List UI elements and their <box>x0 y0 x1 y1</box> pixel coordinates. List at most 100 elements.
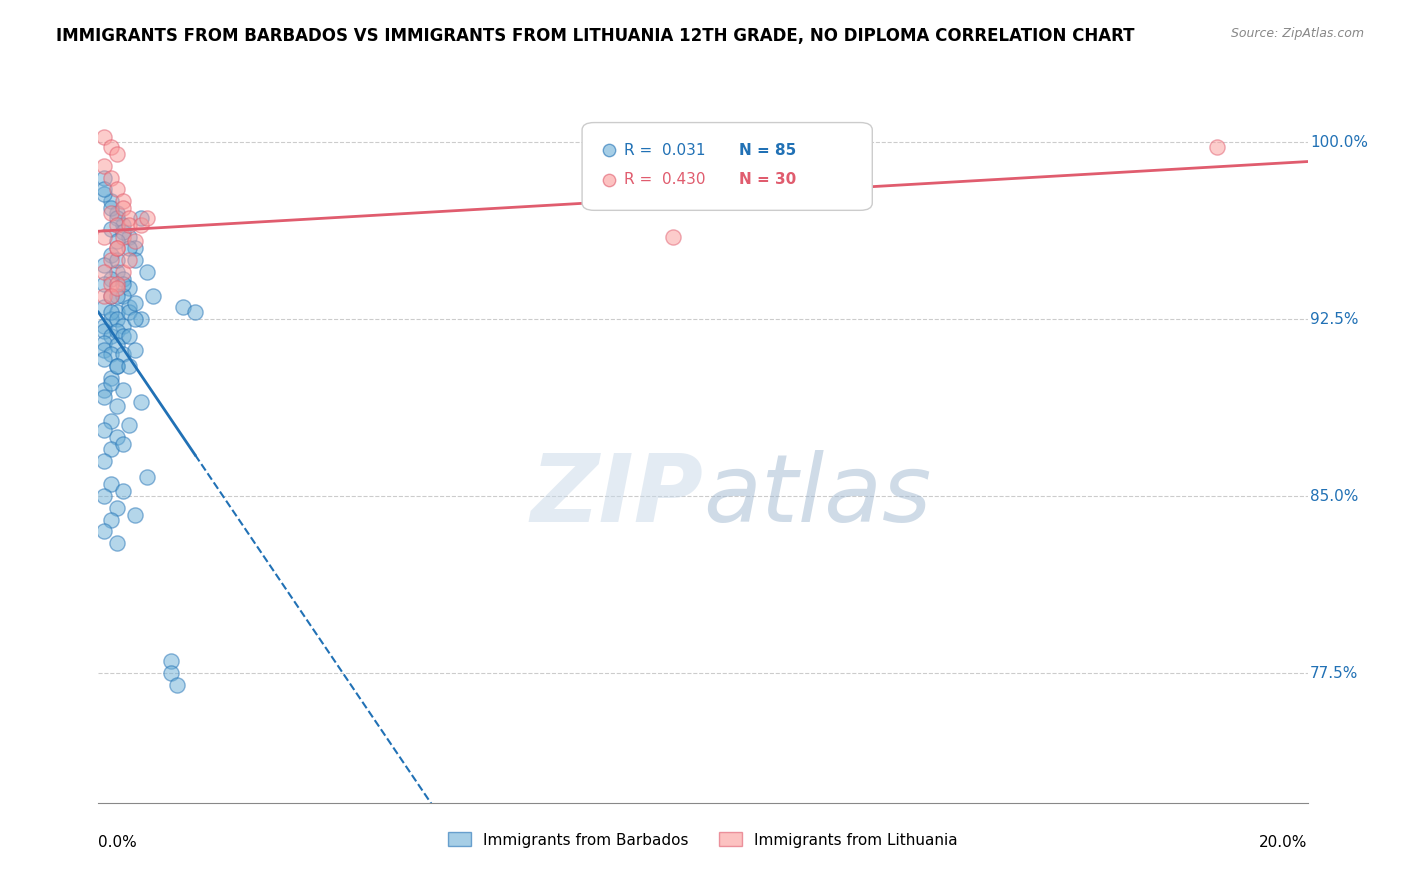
Point <box>105 147 128 161</box>
Point <box>111 272 134 286</box>
Point <box>93 352 115 367</box>
Point <box>100 253 122 268</box>
Point <box>105 281 128 295</box>
Point <box>111 277 134 291</box>
Point <box>100 288 122 302</box>
Point <box>100 222 122 236</box>
Point <box>118 229 141 244</box>
Point <box>100 277 122 291</box>
Point <box>111 347 134 361</box>
Point <box>105 312 128 326</box>
Text: 20.0%: 20.0% <box>1260 835 1308 850</box>
Text: N = 85: N = 85 <box>740 143 797 158</box>
Point <box>129 218 152 232</box>
Text: 92.5%: 92.5% <box>1310 311 1358 326</box>
Point <box>118 418 141 433</box>
Point <box>93 423 115 437</box>
Point <box>111 288 134 302</box>
Point <box>93 343 115 357</box>
Text: 0.0%: 0.0% <box>98 835 138 850</box>
Point <box>100 288 122 302</box>
Point <box>100 477 122 491</box>
Point <box>93 324 115 338</box>
Point <box>124 241 146 255</box>
Point <box>160 666 183 681</box>
Point <box>105 536 128 550</box>
Point <box>100 248 122 262</box>
Point <box>184 305 207 319</box>
Point <box>118 359 141 374</box>
Point <box>124 312 146 326</box>
Point <box>118 328 141 343</box>
Point <box>93 159 115 173</box>
Point <box>111 383 134 397</box>
Point <box>105 305 128 319</box>
Point <box>93 170 115 185</box>
Point <box>105 430 128 444</box>
Text: Source: ZipAtlas.com: Source: ZipAtlas.com <box>1230 27 1364 40</box>
Point <box>93 288 115 302</box>
Point <box>100 305 122 319</box>
Point <box>172 301 194 315</box>
Point <box>100 140 122 154</box>
Point <box>129 312 152 326</box>
Point <box>135 265 157 279</box>
Point <box>105 265 128 279</box>
Point <box>105 359 128 374</box>
Point <box>100 376 122 390</box>
Point <box>105 288 128 302</box>
Point <box>100 201 122 215</box>
Point <box>118 241 141 255</box>
Point <box>111 484 134 499</box>
Point <box>105 206 128 220</box>
Point <box>111 328 134 343</box>
Point <box>93 335 115 350</box>
Point <box>111 265 134 279</box>
Text: R =  0.031: R = 0.031 <box>624 143 706 158</box>
Point <box>118 211 141 225</box>
Point <box>93 489 115 503</box>
Point <box>105 400 128 414</box>
Point <box>93 301 115 315</box>
Point <box>135 470 157 484</box>
Point <box>93 130 115 145</box>
Text: 85.0%: 85.0% <box>1310 489 1358 504</box>
Point <box>100 442 122 456</box>
Text: 100.0%: 100.0% <box>1310 135 1368 150</box>
Point <box>160 654 183 668</box>
Point <box>105 338 128 352</box>
Point <box>93 277 115 291</box>
Point <box>105 500 128 515</box>
Text: 77.5%: 77.5% <box>1310 665 1358 681</box>
Point <box>100 272 122 286</box>
FancyBboxPatch shape <box>582 122 872 211</box>
Point <box>142 288 165 302</box>
Point <box>124 295 146 310</box>
Point <box>93 453 115 467</box>
Point <box>105 218 128 232</box>
Point <box>129 211 152 225</box>
Text: R =  0.430: R = 0.430 <box>624 172 706 187</box>
Point <box>166 678 188 692</box>
Point <box>105 234 128 248</box>
Point <box>100 206 122 220</box>
Point <box>118 281 141 295</box>
Point <box>105 211 128 225</box>
Point <box>93 265 115 279</box>
Point <box>93 319 115 334</box>
Point <box>93 383 115 397</box>
Point <box>111 229 134 244</box>
Point <box>105 182 128 196</box>
Text: N = 30: N = 30 <box>740 172 797 187</box>
Point <box>100 513 122 527</box>
Point <box>105 277 128 291</box>
Point <box>93 187 115 202</box>
Point <box>135 211 157 225</box>
Point <box>1206 140 1229 154</box>
Text: IMMIGRANTS FROM BARBADOS VS IMMIGRANTS FROM LITHUANIA 12TH GRADE, NO DIPLOMA COR: IMMIGRANTS FROM BARBADOS VS IMMIGRANTS F… <box>56 27 1135 45</box>
Point <box>118 301 141 315</box>
Point <box>105 241 128 255</box>
Point <box>118 253 141 268</box>
Point <box>93 258 115 272</box>
Point <box>111 194 134 208</box>
